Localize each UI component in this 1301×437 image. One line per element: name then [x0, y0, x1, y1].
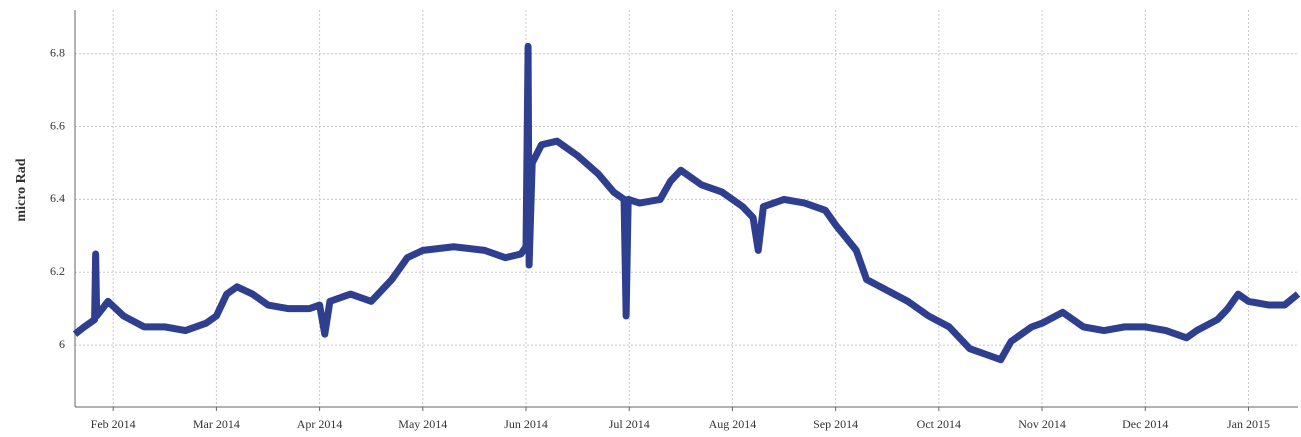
x-tick-label: Oct 2014 — [917, 417, 961, 431]
data-line — [72, 42, 1301, 364]
x-tick-label: May 2014 — [398, 417, 447, 431]
x-tick-label: Sep 2014 — [813, 417, 858, 431]
x-tick-label: Dec 2014 — [1122, 417, 1168, 431]
x-tick-label: Jun 2014 — [504, 417, 548, 431]
y-tick-label: 6.8 — [50, 45, 65, 59]
y-tick-label: 6 — [59, 337, 65, 351]
y-tick-label: 6.4 — [50, 191, 65, 205]
y-tick-label: 6.6 — [50, 118, 65, 132]
y-axis-label: micro Rad — [14, 158, 29, 221]
x-tick-label: Jan 2015 — [1227, 417, 1270, 431]
x-tick-label: Mar 2014 — [193, 417, 240, 431]
y-tick-label: 6.2 — [50, 264, 65, 278]
x-tick-label: Apr 2014 — [297, 417, 343, 431]
x-tick-label: Jul 2014 — [609, 417, 650, 431]
x-tick-label: Feb 2014 — [91, 417, 136, 431]
x-tick-label: Nov 2014 — [1018, 417, 1066, 431]
x-tick-label: Aug 2014 — [709, 417, 757, 431]
